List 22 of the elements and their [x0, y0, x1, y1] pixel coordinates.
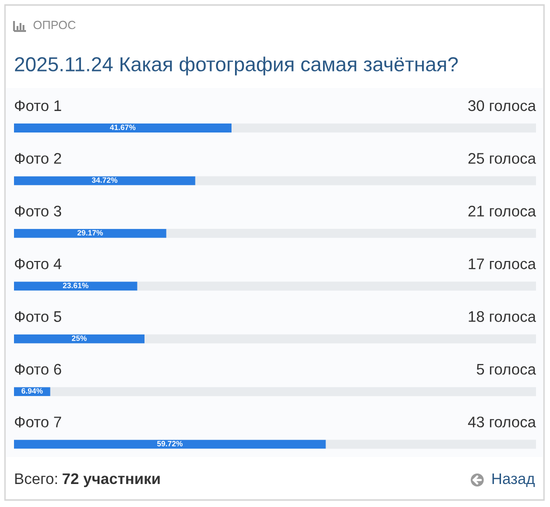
y-tick-label: Фото 4	[14, 258, 62, 270]
annotation: 30 голоса	[468, 100, 536, 112]
y-tick-label: Фото 2	[14, 152, 62, 164]
bar	[14, 282, 138, 291]
text: Всего:	[15, 473, 57, 484]
bar	[14, 334, 144, 344]
y-tick-label: Фото 1	[14, 100, 62, 112]
annotation: 25 голоса	[468, 152, 536, 164]
text: Назад	[492, 473, 535, 487]
annotation: 43 голоса	[468, 416, 536, 428]
annotation: 18 голоса	[468, 311, 536, 322]
annotation: 17 голоса	[468, 258, 536, 270]
y-tick-label: Фото 3	[14, 206, 62, 217]
y-tick-label: Фото 6	[14, 364, 62, 375]
bar	[14, 228, 166, 238]
y-tick-label: Фото 5	[14, 311, 62, 322]
annotation: 5 голоса	[476, 364, 536, 375]
y-tick-label: Фото 7	[14, 416, 62, 428]
text: 72 участники	[62, 473, 160, 488]
annotation: 21 голоса	[468, 206, 536, 217]
chart-subtitle: ОПРОС	[34, 20, 76, 30]
chart-title: 2025.11.24 Какая фотография самая зачётная?	[15, 56, 458, 76]
